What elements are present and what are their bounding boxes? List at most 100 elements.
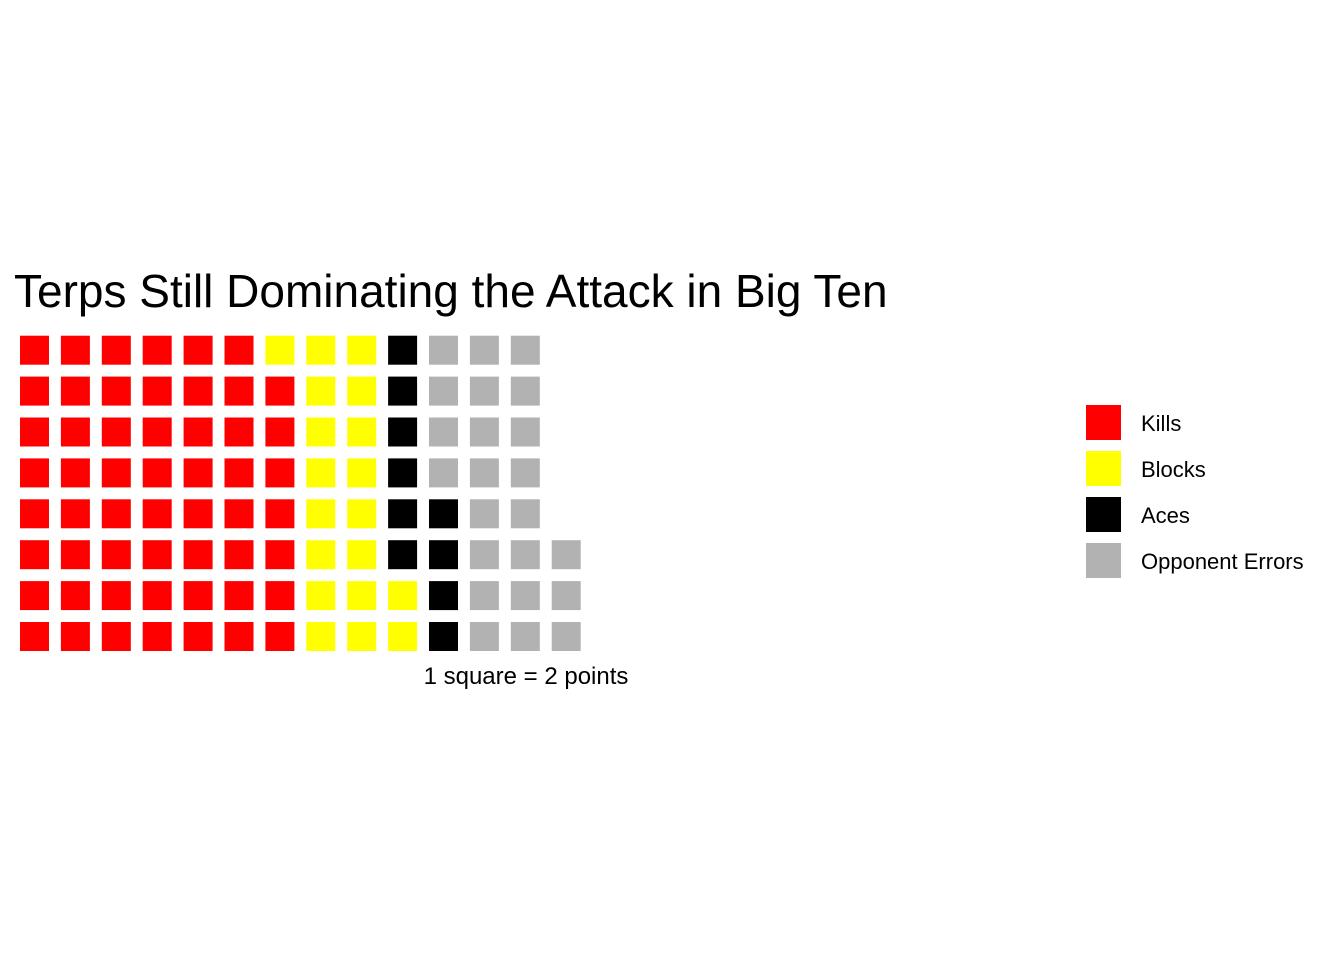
waffle-square-kills (101, 335, 131, 365)
waffle-square-kills (60, 499, 90, 529)
legend-key-aces (1086, 497, 1121, 532)
waffle-square-blocks (306, 622, 336, 651)
waffle-square-kills (142, 622, 172, 651)
waffle-square-kills (183, 376, 213, 406)
waffle-square-kills (183, 458, 213, 488)
chart-title: Terps Still Dominating the Attack in Big… (14, 265, 888, 317)
waffle-square-opponent-errors (469, 417, 499, 447)
waffle-square-blocks (388, 581, 418, 611)
waffle-square-kills (265, 417, 295, 447)
waffle-square-opponent-errors (510, 335, 540, 365)
waffle-square-blocks (306, 376, 336, 406)
waffle-square-kills (224, 622, 254, 651)
waffle-square-blocks (306, 581, 336, 611)
waffle-square-kills (224, 540, 254, 570)
waffle-square-opponent-errors (510, 540, 540, 570)
waffle-square-kills (142, 499, 172, 529)
waffle-square-opponent-errors (429, 458, 458, 488)
waffle-square-aces (429, 540, 458, 570)
waffle-square-opponent-errors (510, 581, 540, 611)
waffle-square-blocks (306, 499, 336, 529)
waffle-square-kills (20, 376, 49, 406)
waffle-square-blocks (347, 335, 377, 365)
waffle-square-opponent-errors (510, 458, 540, 488)
waffle-square-kills (142, 458, 172, 488)
waffle-square-blocks (347, 458, 377, 488)
legend-label-kills: Kills (1141, 411, 1181, 436)
waffle-square-kills (60, 581, 90, 611)
waffle-square-kills (101, 499, 131, 529)
waffle-square-opponent-errors (469, 335, 499, 365)
waffle-square-aces (388, 458, 418, 488)
waffle-square-kills (20, 335, 49, 365)
waffle-square-blocks (347, 417, 377, 447)
waffle-square-kills (60, 540, 90, 570)
waffle-square-aces (429, 499, 458, 529)
waffle-square-blocks (306, 417, 336, 447)
waffle-square-kills (20, 581, 49, 611)
waffle-square-kills (183, 417, 213, 447)
waffle-square-blocks (306, 458, 336, 488)
waffle-square-kills (20, 540, 49, 570)
waffle-square-kills (265, 581, 295, 611)
waffle-square-kills (20, 499, 49, 529)
waffle-square-opponent-errors (469, 540, 499, 570)
waffle-square-aces (388, 499, 418, 529)
waffle-square-opponent-errors (510, 622, 540, 651)
waffle-square-aces (429, 622, 458, 651)
waffle-square-kills (224, 417, 254, 447)
waffle-square-kills (183, 499, 213, 529)
waffle-square-kills (142, 540, 172, 570)
waffle-square-aces (388, 376, 418, 406)
waffle-square-kills (101, 376, 131, 406)
legend-label-blocks: Blocks (1141, 457, 1206, 482)
legend-label-opponent-errors: Opponent Errors (1141, 549, 1304, 574)
waffle-square-opponent-errors (429, 417, 458, 447)
waffle-square-kills (224, 335, 254, 365)
waffle-square-kills (60, 335, 90, 365)
waffle-square-kills (142, 417, 172, 447)
waffle-square-kills (265, 458, 295, 488)
waffle-square-kills (101, 581, 131, 611)
waffle-square-kills (224, 458, 254, 488)
waffle-square-kills (183, 335, 213, 365)
waffle-square-blocks (347, 376, 377, 406)
waffle-square-kills (101, 417, 131, 447)
waffle-square-opponent-errors (551, 581, 581, 611)
waffle-square-kills (142, 335, 172, 365)
waffle-square-kills (265, 376, 295, 406)
waffle-square-opponent-errors (469, 376, 499, 406)
waffle-square-kills (142, 581, 172, 611)
waffle-square-kills (224, 499, 254, 529)
waffle-square-kills (20, 458, 49, 488)
waffle-square-kills (265, 540, 295, 570)
waffle-square-aces (388, 540, 418, 570)
legend: Kills Blocks Aces Opponent Errors (1086, 405, 1304, 578)
waffle-square-kills (101, 622, 131, 651)
waffle-square-kills (101, 458, 131, 488)
waffle-square-kills (60, 622, 90, 651)
waffle-square-blocks (347, 581, 377, 611)
waffle-square-opponent-errors (510, 499, 540, 529)
legend-key-blocks (1086, 451, 1121, 486)
waffle-square-blocks (347, 540, 377, 570)
waffle-square-kills (224, 581, 254, 611)
waffle-square-opponent-errors (429, 335, 458, 365)
waffle-square-kills (183, 581, 213, 611)
legend-key-kills (1086, 405, 1121, 440)
waffle-square-blocks (306, 540, 336, 570)
waffle-square-opponent-errors (510, 417, 540, 447)
waffle-square-kills (60, 458, 90, 488)
waffle-square-kills (265, 622, 295, 651)
waffle-square-blocks (265, 335, 295, 365)
waffle-square-aces (388, 417, 418, 447)
waffle-square-blocks (347, 499, 377, 529)
waffle-square-opponent-errors (429, 376, 458, 406)
waffle-square-kills (60, 376, 90, 406)
waffle-square-opponent-errors (510, 376, 540, 406)
x-axis-label: 1 square = 2 points (424, 663, 629, 690)
waffle-square-kills (142, 376, 172, 406)
waffle-square-blocks (388, 622, 418, 651)
